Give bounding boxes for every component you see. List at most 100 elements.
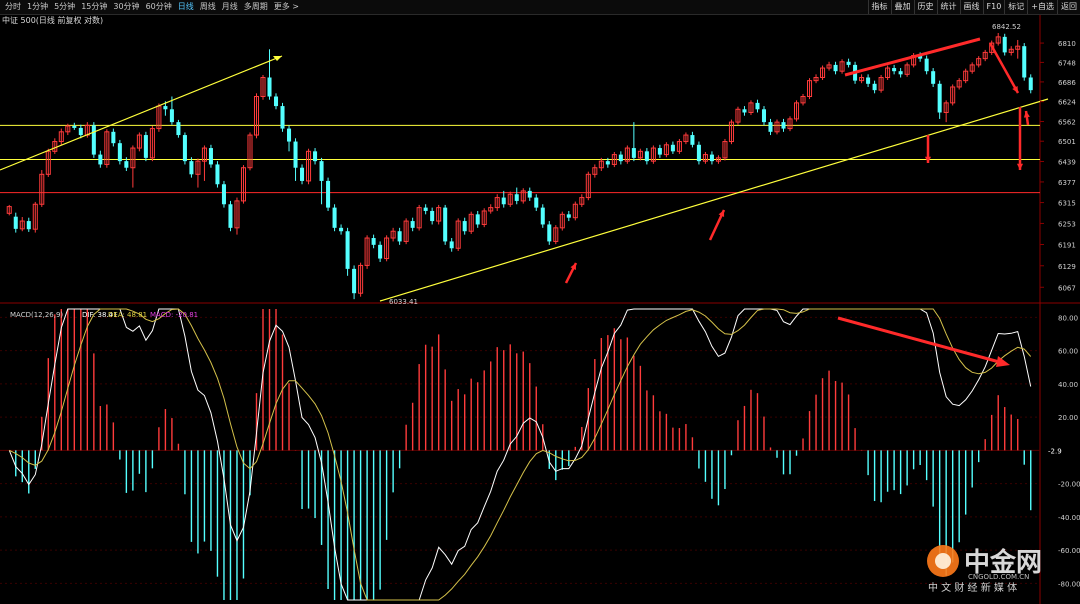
red-arrow-head: [1023, 111, 1030, 118]
tab-3[interactable]: 15分钟: [81, 2, 108, 11]
candle-body: [130, 147, 136, 169]
price-tick-label: 6191: [1058, 241, 1076, 249]
candle-body: [501, 197, 506, 205]
candle-body: [449, 241, 454, 249]
candle-body: [566, 214, 571, 218]
price-tick-label: 6686: [1058, 79, 1076, 87]
tool-button-3[interactable]: 统计: [936, 0, 960, 14]
candle-body: [592, 167, 598, 175]
price-axis: 6810 6748 6686 6624 6562 6501 6439 6377 6315 6253…: [1040, 40, 1076, 292]
high-price-label: 6842.52: [992, 23, 1021, 31]
tab-4[interactable]: 30分钟: [113, 2, 140, 11]
candle-body: [976, 58, 982, 66]
red-arrow-head: [1016, 163, 1024, 170]
candle-body: [794, 102, 800, 120]
candle-body: [215, 164, 220, 185]
tool-button-1[interactable]: 叠加: [890, 0, 914, 14]
candle-body: [6, 206, 12, 214]
candle-body: [892, 68, 897, 72]
candle-body: [397, 231, 402, 242]
candle-body: [956, 80, 962, 88]
candle-body: [462, 221, 467, 232]
macd-tick-label: 20.00: [1058, 414, 1078, 422]
tab-8[interactable]: 月线: [221, 2, 238, 11]
kline-chart[interactable]: 80.00 60.00 40.00 20.00 -20.00 -40.00 -60.00 -8…: [0, 15, 1080, 604]
candle-body: [124, 161, 129, 168]
candle-body: [943, 102, 949, 113]
candle-body: [579, 197, 585, 205]
macd-value-label: MACD: -20.81: [150, 311, 198, 319]
tab-0[interactable]: 分时: [5, 2, 21, 11]
price-tick-label: 6439: [1058, 158, 1076, 166]
tab-1[interactable]: 1分钟: [27, 2, 49, 11]
candle-body: [468, 213, 474, 232]
candle-body: [72, 125, 77, 128]
candle-body: [455, 220, 461, 249]
candle-body: [78, 127, 83, 136]
candle-body: [143, 135, 148, 158]
candle-body: [117, 143, 122, 162]
price-tick-label: 6067: [1058, 284, 1076, 292]
tab-2[interactable]: 5分钟: [54, 2, 76, 11]
tab-7[interactable]: 周线: [199, 2, 216, 11]
candle-body: [826, 64, 832, 69]
watermark-domain: CNGOLD.COM.CN: [968, 573, 1029, 581]
candle-body: [280, 106, 285, 129]
candle-body: [293, 141, 298, 168]
candle-body: [208, 148, 213, 165]
instrument-label: 中证 500(日线 前复权 对数): [2, 15, 103, 25]
tool-button-4[interactable]: 画线: [959, 0, 983, 14]
candle-body: [345, 231, 350, 269]
low-price-label: 6033.41: [389, 298, 418, 306]
red-arrow-head: [718, 210, 725, 217]
candle-body: [618, 154, 623, 162]
candle-body: [931, 71, 936, 84]
candle-body: [885, 67, 891, 78]
watermark-tagline: 中 文 财 经 新 媒 体: [928, 581, 1017, 594]
red-arrow-head: [570, 263, 576, 270]
candle-body: [390, 230, 396, 239]
tool-button-7[interactable]: +自选: [1027, 0, 1057, 14]
price-tick-label: 6810: [1058, 40, 1076, 48]
price-tick-label: 6253: [1058, 220, 1076, 228]
candle-body: [481, 210, 487, 225]
candle-body: [228, 204, 233, 228]
candle-body: [403, 220, 409, 242]
candle-body: [475, 214, 480, 225]
price-tick-label: 6129: [1058, 263, 1076, 271]
candle-body: [32, 203, 38, 230]
tab-5[interactable]: 60分钟: [145, 2, 172, 11]
candle-body: [1015, 45, 1021, 50]
candle-body: [995, 36, 1001, 44]
tool-button-5[interactable]: F10: [982, 0, 1005, 14]
candle-body: [378, 244, 383, 259]
candle-body: [136, 134, 142, 149]
macd-tick-label: -80.00: [1058, 580, 1080, 588]
candle-body: [1008, 48, 1014, 53]
tool-button-8[interactable]: 返回: [1057, 0, 1080, 14]
trend-lines: [0, 37, 1049, 302]
candle-body: [371, 238, 376, 245]
candle-body: [520, 190, 526, 202]
candle-body: [319, 161, 324, 181]
candle-body: [982, 51, 988, 60]
tab-10[interactable]: 更多 >: [273, 2, 299, 11]
candle-body: [1022, 46, 1027, 78]
candle-body: [676, 141, 682, 152]
candle-body: [514, 194, 519, 201]
candle-body: [507, 193, 513, 205]
candle-body: [670, 144, 675, 152]
tool-button-0[interactable]: 指标: [867, 0, 891, 14]
watermark-brand: 中金网: [964, 547, 1042, 578]
candle-body: [306, 150, 312, 182]
tool-button-2[interactable]: 历史: [913, 0, 937, 14]
candle-body: [683, 134, 689, 143]
tab-9[interactable]: 多周期: [243, 2, 268, 11]
candle-body: [761, 109, 767, 123]
tab-6[interactable]: 日线: [177, 2, 194, 11]
candle-body: [813, 76, 819, 82]
macd-divergence-arrow-head: [996, 356, 1010, 367]
candle-body: [690, 135, 695, 145]
macd-dif-label: DIF: 38.41: [82, 311, 118, 319]
tool-button-6[interactable]: 标记: [1004, 0, 1027, 14]
